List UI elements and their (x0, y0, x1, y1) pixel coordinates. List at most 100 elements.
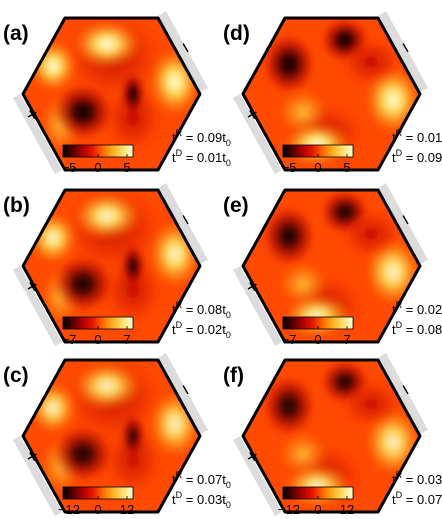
map-feature-5 (105, 256, 161, 324)
lead-right (378, 11, 428, 92)
density-map (23, 18, 200, 170)
colorbar-tick-label: −7 (62, 332, 77, 347)
param-tD-unit: t (222, 150, 226, 165)
param-tD: tD = 0.09t0 (392, 148, 442, 168)
map-feature-5 (105, 426, 161, 494)
param-tD-unit-sub: 0 (226, 500, 231, 510)
colorbar-tick-label: 12 (340, 502, 354, 517)
panel-label: (a) (3, 22, 29, 45)
lead-right (158, 11, 208, 92)
param-tR-sup: R (396, 470, 403, 480)
hexagon-edge (241, 16, 422, 172)
param-tD-sup: D (176, 148, 183, 158)
param-tR-value: 0.07 (197, 472, 222, 487)
lead-left (13, 436, 62, 516)
map-feature-5 (279, 432, 327, 476)
map-features (29, 18, 200, 152)
panel-label: (d) (223, 22, 250, 45)
map-feature-1 (73, 192, 141, 240)
colorbar-tick-label: −12 (58, 502, 80, 517)
param-tR-sup: R (176, 128, 183, 138)
param-tD-symbol: t (392, 322, 396, 337)
param-tD: tD = 0.07t0 (392, 490, 442, 510)
density-map (243, 360, 420, 512)
colorbar-tick-label: 0 (94, 160, 101, 175)
param-tR-eq: = (182, 302, 197, 317)
hexagon-edge (21, 188, 202, 344)
colorbar-tick-label: 0 (94, 332, 101, 347)
param-tD: tD = 0.01t0 (172, 148, 231, 168)
param-tR-symbol: t (172, 130, 176, 145)
panel-d: (d)+−tR = 0.01t0tD = 0.09t0−505 (223, 11, 442, 175)
param-tD-sup: D (176, 320, 183, 330)
colorbar-tick-label: 5 (343, 160, 350, 175)
map-feature-6 (341, 38, 401, 86)
hexagon-edge (21, 358, 202, 514)
colorbar-tick-label: −7 (282, 332, 297, 347)
map-feature-6 (53, 84, 113, 140)
param-tR-symbol: t (172, 302, 176, 317)
param-tD-value: 0.02 (197, 322, 222, 337)
param-tD-sup: D (396, 320, 403, 330)
map-feature-7 (121, 414, 145, 458)
param-tD-eq: = (182, 492, 197, 507)
panel-e: (e)+−tR = 0.02t0tD = 0.08t0−707 (223, 183, 442, 347)
colorbar-tick-label: 0 (94, 502, 101, 517)
lead-left (233, 436, 282, 516)
map-feature-2 (29, 382, 77, 434)
param-tD-symbol: t (392, 492, 396, 507)
colorbar-tick-label: −5 (62, 160, 77, 175)
param-tD-value: 0.03 (197, 492, 222, 507)
colorbar-tick-label: 5 (123, 160, 130, 175)
param-tR-value: 0.02 (417, 302, 442, 317)
param-tD-symbol: t (172, 492, 176, 507)
map-feature-1 (73, 20, 141, 68)
param-tD-unit-sub: 0 (226, 330, 231, 340)
panel-label: (c) (3, 364, 29, 387)
param-tR-eq: = (402, 302, 417, 317)
param-tD-eq: = (402, 322, 417, 337)
colorbar-tick-label: −12 (278, 502, 300, 517)
param-tD-value: 0.07 (417, 492, 442, 507)
colorbar-tick-label: −5 (282, 160, 297, 175)
map-feature-0 (263, 206, 315, 266)
param-tR: tR = 0.02t0 (392, 300, 442, 320)
map-feature-7 (121, 72, 145, 116)
map-feature-1 (73, 362, 141, 410)
param-tR-sup: R (396, 128, 403, 138)
param-tR-symbol: t (392, 130, 396, 145)
param-tD-eq: = (182, 150, 197, 165)
map-feature-6 (53, 426, 113, 482)
map-feature-6 (341, 380, 401, 428)
param-tR-sup: R (396, 300, 403, 310)
param-tD-eq: = (402, 150, 417, 165)
param-tR: tR = 0.09t0 (172, 128, 231, 148)
colorbar-tick-label: 7 (343, 332, 350, 347)
hexagon-edge (241, 358, 422, 514)
param-tD-value: 0.08 (417, 322, 442, 337)
param-tR-unit-sub: 0 (226, 480, 231, 490)
lead-left (13, 266, 62, 346)
map-feature-6 (53, 256, 113, 312)
hexagon-edge (241, 188, 422, 344)
param-tD: tD = 0.02t0 (172, 320, 231, 340)
param-tR-unit-sub: 0 (226, 310, 231, 320)
map-feature-0 (263, 34, 315, 94)
param-tD-symbol: t (392, 150, 396, 165)
param-tR-eq: = (402, 472, 417, 487)
param-tR-symbol: t (392, 472, 396, 487)
param-tD-eq: = (182, 322, 197, 337)
param-tR-eq: = (182, 472, 197, 487)
map-feature-2 (29, 212, 77, 264)
param-tD-sup: D (396, 490, 403, 500)
param-tD-value: 0.01 (197, 150, 222, 165)
param-tR-unit-sub: 0 (226, 138, 231, 148)
colorbar-tick-label: 0 (314, 160, 321, 175)
map-feature-5 (105, 84, 161, 152)
map-feature-6 (341, 210, 401, 258)
param-tR-value: 0.03 (417, 472, 442, 487)
param-tR-symbol: t (172, 472, 176, 487)
